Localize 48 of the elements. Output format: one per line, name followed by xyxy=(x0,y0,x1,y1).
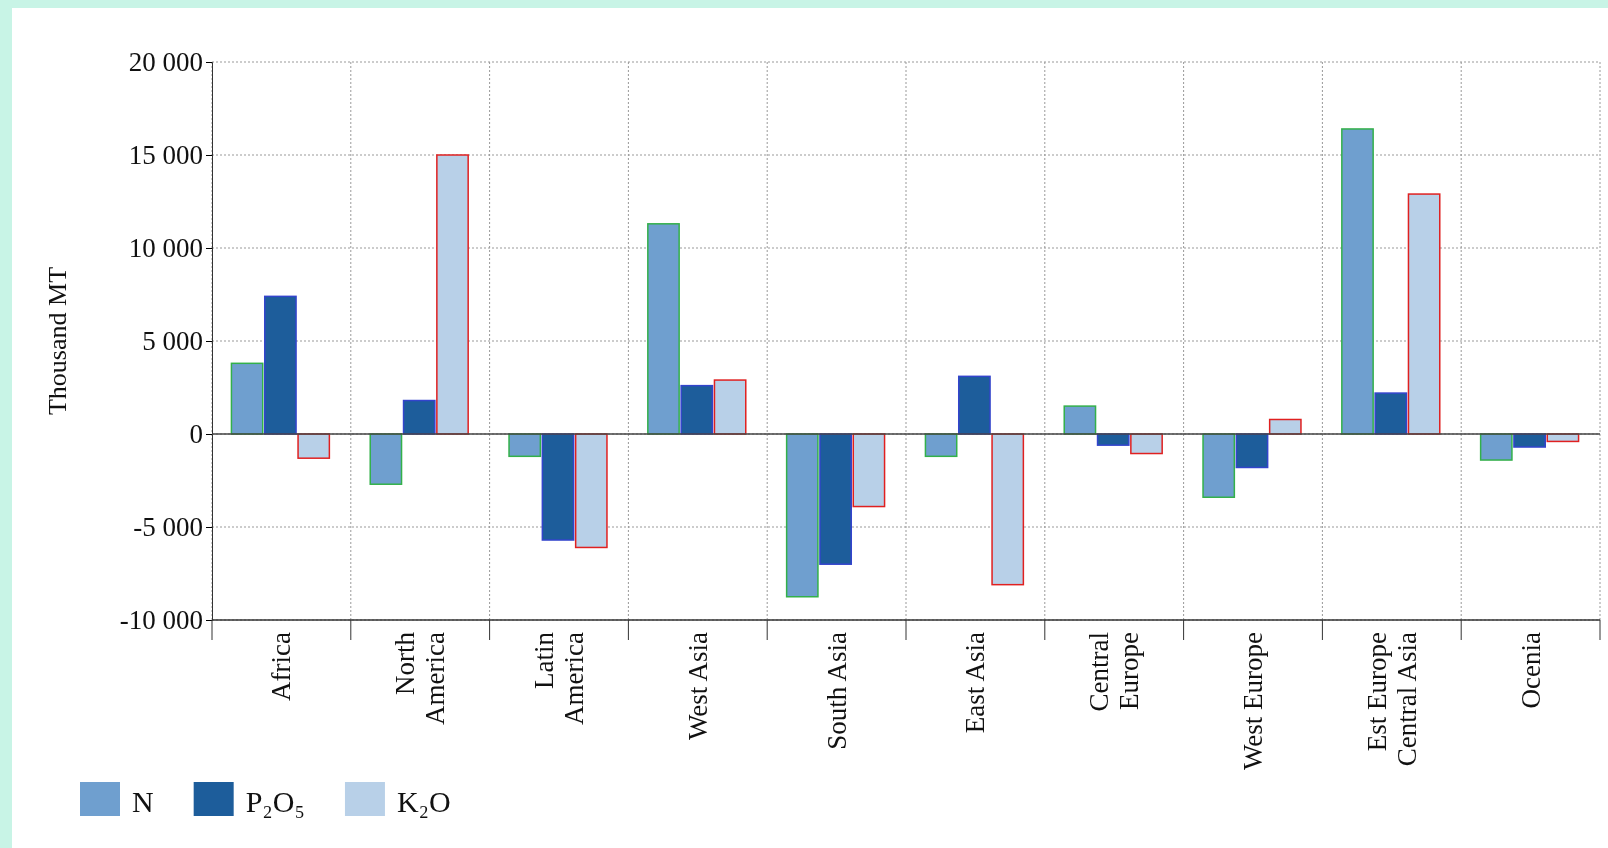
bar xyxy=(680,384,714,435)
bar xyxy=(1374,392,1408,435)
y-tick-label: 0 xyxy=(189,419,203,450)
bar xyxy=(852,433,886,508)
bar xyxy=(1407,193,1441,435)
bar xyxy=(230,362,264,435)
y-tick-label: 10 000 xyxy=(128,233,203,264)
x-tick-label: Ocenia xyxy=(1515,631,1546,709)
bar xyxy=(436,154,469,435)
x-tick-label: Africa xyxy=(266,631,297,701)
x-tick-label: West Asia xyxy=(682,632,713,741)
y-tick-label: -10 000 xyxy=(119,605,203,636)
x-tick-label: Latin America xyxy=(529,631,589,725)
bar xyxy=(1130,433,1163,455)
bar xyxy=(1479,433,1513,461)
x-tick-label: North America xyxy=(390,631,451,725)
x-tick-label: Central Europe xyxy=(1084,631,1145,712)
legend-label: K₂O xyxy=(396,785,451,818)
y-tick-label: 20 000 xyxy=(128,47,203,78)
bar xyxy=(713,379,747,435)
bar xyxy=(924,433,958,458)
bar xyxy=(508,433,542,458)
x-tick-label: West Europe xyxy=(1238,632,1268,771)
bar xyxy=(1202,433,1236,498)
legend-label: P₂O₅ xyxy=(245,785,305,818)
bar xyxy=(957,375,991,435)
bar xyxy=(369,433,403,485)
y-axis-title: Thousand MT xyxy=(43,266,72,416)
bar xyxy=(1513,433,1546,448)
bar xyxy=(1235,433,1269,469)
x-tick-label: East Asia xyxy=(960,632,991,734)
bar xyxy=(819,433,853,565)
y-tick-label: 5 000 xyxy=(142,326,203,357)
bar xyxy=(297,433,331,459)
y-tick-label: 15 000 xyxy=(128,140,203,171)
bar xyxy=(541,433,575,541)
legend-label: N xyxy=(132,785,154,818)
bar xyxy=(991,433,1025,586)
x-tick-label: South Asia xyxy=(821,632,852,750)
bar xyxy=(785,433,819,598)
x-tick-label: Est Europe Central Asia xyxy=(1361,632,1422,767)
bar xyxy=(402,399,436,435)
bar xyxy=(647,223,680,435)
bar xyxy=(1063,405,1097,435)
bar xyxy=(1341,128,1374,435)
bar xyxy=(263,295,297,435)
bar xyxy=(574,433,608,549)
y-tick-label: -5 000 xyxy=(133,512,203,543)
